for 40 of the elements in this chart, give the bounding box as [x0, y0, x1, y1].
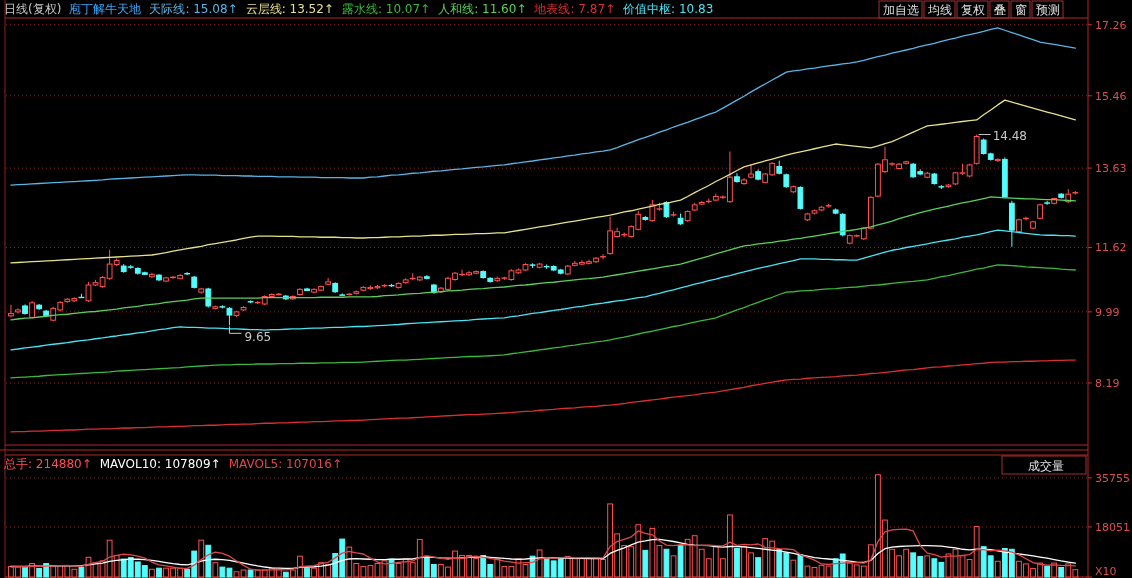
y-tick-label: 15.46	[1095, 89, 1127, 103]
y-tick-label: 9.99	[1095, 305, 1120, 319]
text: 均线	[927, 3, 952, 17]
candlestick	[226, 306, 233, 326]
text: 露水线: 10.07↑	[341, 2, 431, 16]
line-series	[10, 229, 1076, 351]
text: 天际线: 15.08↑	[149, 2, 238, 16]
annotation: 成交量	[1028, 459, 1064, 473]
text: 总手: 214880↑	[3, 457, 92, 471]
text: 窗	[1015, 3, 1027, 17]
y-tick-label: 11.62	[1095, 241, 1127, 255]
chart-subtitle: 庖丁解牛天地	[69, 2, 142, 16]
y-tick-label: 8.19	[1095, 376, 1120, 390]
text: MAVOL10: 107809↑	[99, 457, 221, 471]
text: 14.48	[992, 128, 1027, 143]
text: 复权	[961, 3, 985, 17]
y-tick-label: 18051	[1095, 520, 1130, 534]
candlestick	[600, 253, 606, 260]
text: 云层线: 13.52↑	[245, 2, 334, 16]
annotation: 9.65	[244, 330, 272, 345]
text: 价值中枢: 10.83	[622, 2, 714, 16]
candlestick	[748, 164, 754, 179]
text: 加自选	[883, 3, 919, 17]
y-tick-label: 17.26	[1095, 18, 1127, 32]
line-series	[10, 359, 1076, 433]
text: 预测	[1036, 3, 1060, 17]
text: 地表线: 7.87↑	[533, 2, 616, 16]
line-series	[10, 264, 1076, 379]
y-tick-label: 35755	[1095, 471, 1130, 485]
candlestick	[797, 185, 804, 211]
line-series	[10, 27, 1076, 186]
text: 叠	[994, 3, 1006, 17]
candlestick	[1044, 200, 1051, 206]
text: MAVOL5: 107016↑	[228, 457, 342, 471]
y-tick-label: 13.63	[1095, 162, 1127, 176]
candlestick	[8, 304, 14, 318]
text: 人和线: 11.60↑	[438, 2, 527, 16]
chart-title: 日线(复权)	[4, 2, 62, 16]
line-series	[10, 99, 1076, 264]
y-tick-label: X10	[1095, 565, 1117, 578]
